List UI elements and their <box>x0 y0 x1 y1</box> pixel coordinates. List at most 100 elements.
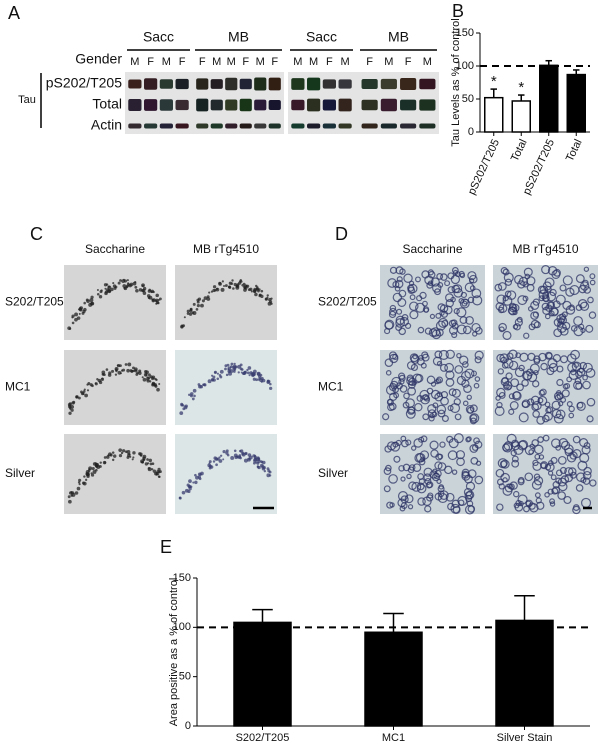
cell <box>258 293 261 296</box>
cell <box>141 461 144 464</box>
band <box>361 123 378 129</box>
cell <box>406 473 412 480</box>
cell <box>183 316 186 319</box>
cell <box>392 280 400 288</box>
lane-label: F <box>405 56 412 68</box>
cell <box>429 440 439 450</box>
cell <box>108 452 112 457</box>
cell <box>456 457 465 467</box>
cell <box>500 266 509 275</box>
cell <box>559 466 567 474</box>
cell <box>216 457 220 461</box>
cell <box>568 405 575 413</box>
cell <box>392 441 399 448</box>
lane-label: F <box>179 56 186 68</box>
lane-label: F <box>366 56 373 68</box>
lane-label: M <box>130 56 139 68</box>
cell <box>400 502 408 510</box>
cell <box>90 295 94 299</box>
cell <box>514 367 525 378</box>
cell <box>439 363 449 372</box>
cell <box>399 268 406 275</box>
band <box>291 123 305 129</box>
cell <box>141 376 144 379</box>
cell <box>195 308 199 311</box>
cell <box>208 291 211 294</box>
cell <box>470 457 479 465</box>
cell <box>565 305 576 315</box>
cell <box>436 273 444 280</box>
cell <box>132 281 137 286</box>
cell <box>188 393 191 397</box>
cell <box>397 491 409 502</box>
cell <box>438 317 449 328</box>
cell <box>389 392 398 401</box>
cell <box>533 476 544 486</box>
cell <box>469 414 478 422</box>
cell <box>98 295 103 299</box>
cell <box>432 402 439 409</box>
cell <box>107 285 111 288</box>
cell <box>146 458 149 461</box>
group-label: Sacc <box>306 29 337 45</box>
cell <box>233 362 236 366</box>
cell <box>426 387 434 395</box>
cell <box>557 455 567 465</box>
cell <box>206 297 211 301</box>
cell <box>575 484 584 492</box>
annotation: * <box>491 73 497 90</box>
cell <box>530 300 540 310</box>
cell <box>547 488 554 495</box>
band <box>144 78 158 90</box>
cell <box>191 397 195 401</box>
cell <box>266 380 271 385</box>
cell <box>135 288 139 293</box>
band <box>128 99 142 111</box>
cell <box>467 296 475 304</box>
cell <box>218 374 222 377</box>
band <box>159 79 173 89</box>
cell <box>557 321 564 328</box>
cell <box>132 369 135 373</box>
band <box>268 77 281 91</box>
cell <box>436 376 444 384</box>
column-label: Saccharine <box>85 242 145 256</box>
cell <box>527 305 534 312</box>
cell <box>67 495 71 499</box>
cell <box>102 460 107 465</box>
cell <box>392 353 399 360</box>
cell <box>113 454 117 458</box>
cell <box>533 355 541 363</box>
cell <box>469 413 480 424</box>
cell <box>502 295 513 306</box>
lane-label: F <box>326 56 333 68</box>
cell <box>220 287 225 292</box>
cell <box>549 501 556 507</box>
cell <box>402 401 410 409</box>
bar <box>484 96 504 133</box>
cell <box>460 291 467 299</box>
cell <box>475 326 483 335</box>
cell <box>505 372 513 380</box>
cell <box>565 287 575 297</box>
cell <box>424 327 432 335</box>
cell <box>588 311 597 319</box>
cell <box>546 367 555 376</box>
cell <box>119 372 122 375</box>
cell <box>89 383 93 387</box>
cell <box>498 282 507 291</box>
lane-label: M <box>384 56 393 68</box>
cell <box>553 391 563 401</box>
cell <box>537 395 548 406</box>
cell <box>429 313 436 320</box>
cell <box>186 309 190 313</box>
cell <box>142 456 146 461</box>
y-tick-label: 150 <box>456 27 474 39</box>
lane-label: M <box>227 56 236 68</box>
cell <box>184 404 188 408</box>
cell <box>399 316 409 327</box>
cell <box>459 355 469 365</box>
cell <box>392 386 399 394</box>
cell <box>514 274 524 285</box>
cell <box>575 382 583 390</box>
